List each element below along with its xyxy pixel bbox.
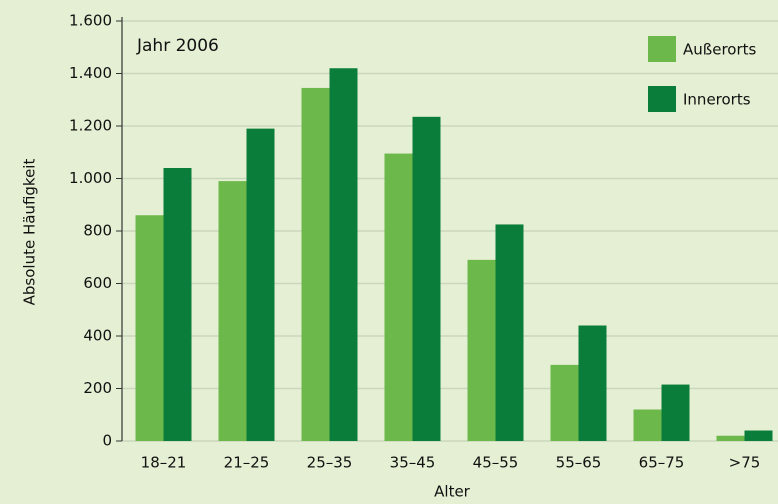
bar <box>467 259 496 441</box>
x-tick-label: 35–45 <box>390 454 436 472</box>
bar <box>301 87 330 441</box>
y-axis-label: Absolute Häufigkeit <box>21 159 39 306</box>
y-tick-label: 1.200 <box>69 117 112 135</box>
bar <box>578 325 607 441</box>
legend-label: Außerorts <box>683 41 757 59</box>
x-tick-label: 45–55 <box>473 454 519 472</box>
legend-swatch <box>648 86 676 112</box>
bar <box>135 215 164 441</box>
bar <box>329 68 358 441</box>
legend-swatch <box>648 36 676 62</box>
bar <box>412 116 441 441</box>
annotation: Jahr 2006 <box>136 36 219 56</box>
x-tick-label: >75 <box>729 454 761 472</box>
x-tick-label: 25–35 <box>307 454 353 472</box>
bar <box>744 430 773 441</box>
x-axis-label: Alter <box>434 483 471 501</box>
y-tick-label: 1.000 <box>69 169 112 187</box>
bar <box>661 384 690 441</box>
bar <box>633 409 662 441</box>
bar <box>163 168 192 441</box>
y-tick-label: 0 <box>102 432 112 450</box>
bar <box>246 128 275 441</box>
bar <box>550 364 579 441</box>
y-tick-label: 600 <box>83 274 112 292</box>
x-tick-label: 21–25 <box>224 454 270 472</box>
x-tick-label: 55–65 <box>556 454 602 472</box>
y-tick-label: 1.600 <box>69 12 112 30</box>
y-tick-label: 400 <box>83 327 112 345</box>
bar <box>218 181 247 441</box>
bar <box>495 224 524 441</box>
bar <box>716 435 745 441</box>
x-tick-label: 18–21 <box>141 454 187 472</box>
y-tick-label: 200 <box>83 379 112 397</box>
bar <box>384 153 413 441</box>
legend-label: Innerorts <box>683 91 751 109</box>
y-tick-label: 800 <box>83 222 112 240</box>
y-tick-label: 1.400 <box>69 64 112 82</box>
x-tick-label: 65–75 <box>639 454 685 472</box>
